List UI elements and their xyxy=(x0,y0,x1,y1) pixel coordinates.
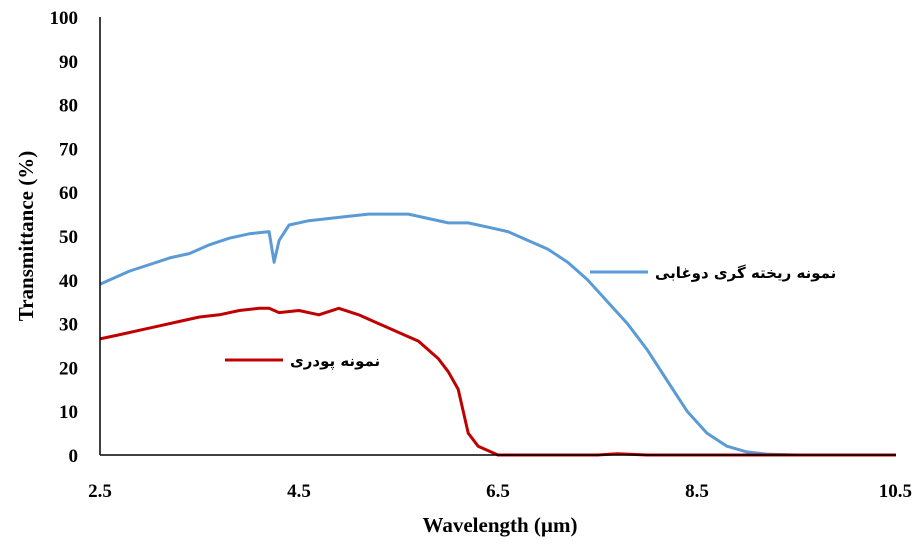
y-tick-label: 50 xyxy=(59,227,78,248)
y-tick-label: 90 xyxy=(59,52,78,73)
x-tick-label: 6.5 xyxy=(486,481,510,502)
x-tick-label: 4.5 xyxy=(287,481,311,502)
y-tick-label: 70 xyxy=(59,139,78,160)
y-tick-labels: 0 10 20 30 40 50 60 70 80 90 100 xyxy=(50,8,79,467)
legend-label-powder: نمونه پودری xyxy=(290,352,380,371)
y-tick-label: 20 xyxy=(59,358,78,379)
y-axis-title: Transmittance (%) xyxy=(14,151,38,322)
x-tick-labels: 2.5 4.5 6.5 8.5 10.5 xyxy=(88,481,912,502)
y-tick-label: 10 xyxy=(59,402,78,423)
y-tick-label: 100 xyxy=(50,8,79,29)
y-tick-label: 30 xyxy=(59,315,78,336)
legend-label-slip-casting: نمونه ریخته گری دوغابی xyxy=(655,264,836,282)
series-line-0 xyxy=(99,212,896,457)
x-tick-label: 8.5 xyxy=(685,481,709,502)
y-tick-label: 80 xyxy=(59,96,78,117)
legend-item-slip-casting: نمونه ریخته گری دوغابی xyxy=(590,264,836,282)
x-tick-label: 10.5 xyxy=(879,481,912,502)
y-tick-label: 60 xyxy=(59,183,78,204)
y-tick-label: 0 xyxy=(69,446,79,467)
x-axis-title: Wavelength (µm) xyxy=(423,513,578,537)
y-tick-label: 40 xyxy=(59,271,78,292)
x-tick-label: 2.5 xyxy=(88,481,112,502)
legend-item-powder: نمونه پودری xyxy=(225,352,380,371)
